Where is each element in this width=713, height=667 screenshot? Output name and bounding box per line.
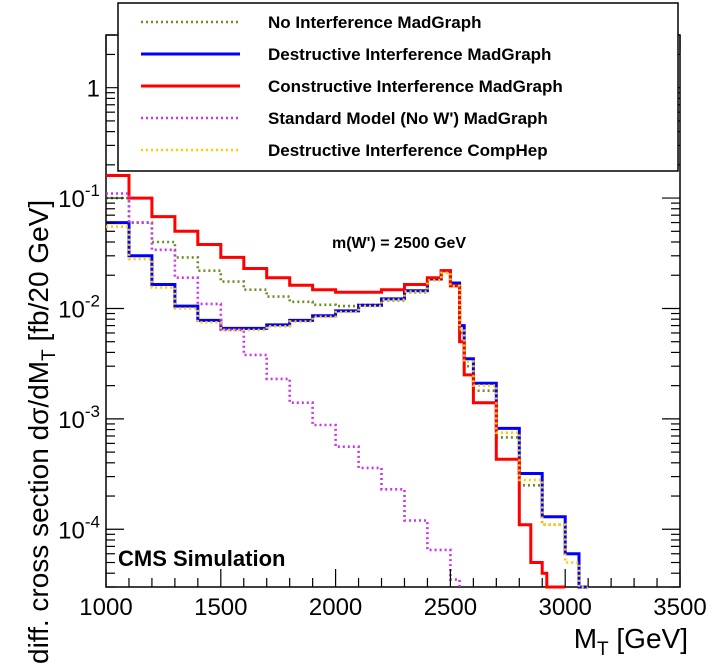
series-layer	[106, 174, 589, 589]
y-axis-title-sub: T	[39, 349, 60, 361]
x-tick-label: 1000	[79, 594, 132, 621]
x-axis-title-units: [GeV]	[609, 623, 688, 654]
y-axis-title-units: [fb/20 GeV]	[23, 200, 54, 349]
legend-label: Destructive Interference CompHep	[268, 141, 548, 160]
y-tick-label: 10-2	[58, 291, 100, 323]
y-tick-label: 10-4	[58, 512, 100, 544]
y-axis-title: diff. cross section dσ/dMT [fb/20 GeV]	[23, 200, 60, 664]
legend-layer: No Interference MadGraph Destructive Inte…	[141, 13, 563, 160]
series-line-constructive-interference-madgraph	[106, 174, 566, 589]
y-tick-labels: 1 10-1 10-2 10-3 10-4	[58, 76, 100, 545]
x-axis-title: MT [GeV]	[574, 623, 688, 660]
legend-label: No Interference MadGraph	[268, 13, 482, 32]
legend-entry-constructive-interference-madgraph: Constructive Interference MadGraph	[141, 77, 563, 96]
mass-annotation: m(W') = 2500 GeV	[332, 235, 466, 252]
x-tick-labels: 1000 1500 2000 2500 3000 3500	[79, 594, 706, 621]
x-axis-title-sub: T	[597, 639, 609, 660]
cms-simulation-label: CMS Simulation	[118, 546, 285, 571]
x-axis-title-main: M	[574, 623, 597, 654]
x-tick-label: 2500	[424, 594, 477, 621]
legend-label: Standard Model (No W') MadGraph	[268, 109, 548, 128]
legend-entry-no-interference-madgraph: No Interference MadGraph	[141, 13, 482, 32]
y-tick-label: 10-3	[58, 402, 100, 434]
x-tick-label: 2000	[309, 594, 362, 621]
y-tick-label: 1	[87, 76, 100, 103]
legend-entry-destructive-interference-madgraph: Destructive Interference MadGraph	[141, 45, 551, 64]
y-tick-label: 10-1	[58, 181, 100, 213]
legend-entry-standard-model-no-w-madgraph: Standard Model (No W') MadGraph	[141, 109, 548, 128]
legend-label: Destructive Interference MadGraph	[268, 45, 551, 64]
x-tick-label: 1500	[194, 594, 247, 621]
x-tick-label: 3000	[539, 594, 592, 621]
y-axis-title-main: diff. cross section dσ/dM	[23, 361, 54, 664]
legend-label: Constructive Interference MadGraph	[268, 77, 563, 96]
series-line-standard-model-no-w-madgraph	[106, 192, 461, 587]
legend-entry-destructive-interference-comphep: Destructive Interference CompHep	[141, 141, 548, 160]
series-line-destructive-interference-comphep	[106, 225, 589, 589]
x-tick-label: 3500	[653, 594, 706, 621]
